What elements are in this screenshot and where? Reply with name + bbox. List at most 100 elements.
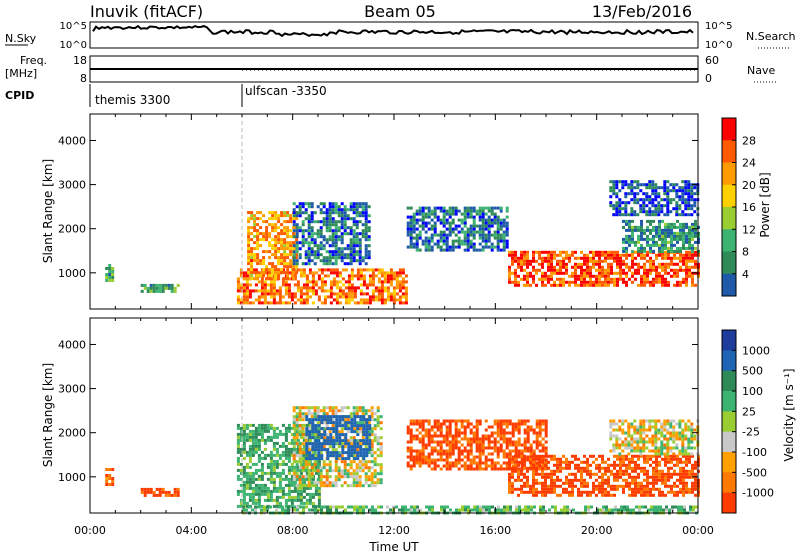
- heatmap-cell: [497, 462, 500, 465]
- heatmap-cell: [470, 468, 473, 471]
- heatmap-cell: [455, 207, 458, 210]
- heatmap-cell: [497, 240, 500, 243]
- heatmap-cell: [443, 216, 446, 219]
- heatmap-cell: [624, 201, 627, 204]
- nsky-panel-frame: [90, 22, 698, 48]
- heatmap-cell: [321, 280, 324, 283]
- heatmap-cell: [237, 298, 240, 301]
- heatmap-cell: [338, 475, 341, 478]
- heatmap-cell: [542, 450, 545, 453]
- heatmap-cell: [574, 275, 577, 278]
- heatmap-cell: [592, 260, 595, 263]
- heatmap-cell: [491, 468, 494, 471]
- heatmap-cell: [297, 499, 300, 502]
- heatmap-cell: [258, 427, 261, 430]
- heatmap-cell: [449, 441, 452, 444]
- heatmap-cell: [541, 491, 544, 494]
- heatmap-cell: [353, 253, 356, 256]
- heatmap-cell: [405, 286, 408, 289]
- heatmap-cell: [497, 234, 500, 237]
- heatmap-cell: [437, 435, 440, 438]
- heatmap-cell: [333, 292, 336, 295]
- heatmap-cell: [601, 284, 604, 287]
- heatmap-cell: [302, 481, 305, 484]
- heatmap-cell: [276, 292, 279, 295]
- heatmap-cell: [247, 256, 250, 259]
- heatmap-cell: [285, 283, 288, 286]
- heatmap-cell: [318, 274, 321, 277]
- heatmap-cell: [252, 451, 255, 454]
- heatmap-cell: [586, 257, 589, 260]
- heatmap-cell: [320, 415, 323, 418]
- heatmap-cell: [353, 250, 356, 253]
- heatmap-cell: [640, 494, 643, 497]
- heatmap-cell: [649, 229, 652, 232]
- heatmap-cell: [673, 284, 676, 287]
- heatmap-cell: [347, 475, 350, 478]
- heatmap-cell: [691, 482, 694, 485]
- heatmap-cell: [318, 487, 321, 490]
- heatmap-cell: [419, 234, 422, 237]
- heatmap-cell: [627, 183, 630, 186]
- heatmap-cell: [592, 455, 595, 458]
- heatmap-cell: [616, 251, 619, 254]
- heatmap-cell: [280, 238, 283, 241]
- heatmap-cell: [267, 487, 270, 490]
- heatmap-cell: [381, 280, 384, 283]
- heatmap-cell: [253, 271, 256, 274]
- heatmap-cell: [317, 430, 320, 433]
- heatmap-cell: [356, 484, 359, 487]
- heatmap-cell: [682, 257, 685, 260]
- heatmap-cell: [308, 229, 311, 232]
- heatmap-cell: [369, 301, 372, 304]
- heatmap-cell: [357, 271, 360, 274]
- heatmap-cell: [624, 195, 627, 198]
- heatmap-cell: [428, 438, 431, 441]
- heatmap-cell: [428, 441, 431, 444]
- heatmap-cell: [280, 244, 283, 247]
- heatmap-cell: [372, 280, 375, 283]
- heatmap-cell: [283, 226, 286, 229]
- heatmap-cell: [250, 238, 253, 241]
- heatmap-cell: [299, 229, 302, 232]
- heatmap-cell: [565, 491, 568, 494]
- heatmap-cell: [446, 438, 449, 441]
- heatmap-cell: [675, 204, 678, 207]
- heatmap-cell: [622, 470, 625, 473]
- heatmap-cell: [467, 237, 470, 240]
- heatmap-cell: [299, 481, 302, 484]
- heatmap-cell: [482, 216, 485, 219]
- heatmap-cell: [308, 220, 311, 223]
- heatmap-cell: [282, 301, 285, 304]
- heatmap-cell: [535, 269, 538, 272]
- heatmap-cell: [303, 298, 306, 301]
- heatmap-cell: [619, 476, 622, 479]
- heatmap-cell: [372, 298, 375, 301]
- heatmap-cell: [305, 217, 308, 220]
- heatmap-cell: [347, 430, 350, 433]
- heatmap-cell: [446, 222, 449, 225]
- heatmap-cell: [410, 225, 413, 228]
- heatmap-cell: [243, 424, 246, 427]
- heatmap-cell: [350, 253, 353, 256]
- heatmap-cell: [586, 269, 589, 272]
- heatmap-cell: [467, 216, 470, 219]
- heatmap-cell: [538, 251, 541, 254]
- heatmap-cell: [664, 278, 667, 281]
- heatmap-cell: [520, 491, 523, 494]
- heatmap-cell: [422, 441, 425, 444]
- nsearch-label: N.Search: [746, 30, 796, 43]
- heatmap-cell: [428, 453, 431, 456]
- heatmap-cell: [556, 476, 559, 479]
- heatmap-cell: [526, 479, 529, 482]
- heatmap-cell: [461, 423, 464, 426]
- heatmap-cell: [452, 246, 455, 249]
- heatmap-cell: [532, 485, 535, 488]
- heatmap-cell: [440, 246, 443, 249]
- heatmap-cell: [274, 217, 277, 220]
- heatmap-cell: [342, 289, 345, 292]
- heatmap-cell: [309, 295, 312, 298]
- heatmap-cell: [314, 430, 317, 433]
- heatmap-cell: [308, 463, 311, 466]
